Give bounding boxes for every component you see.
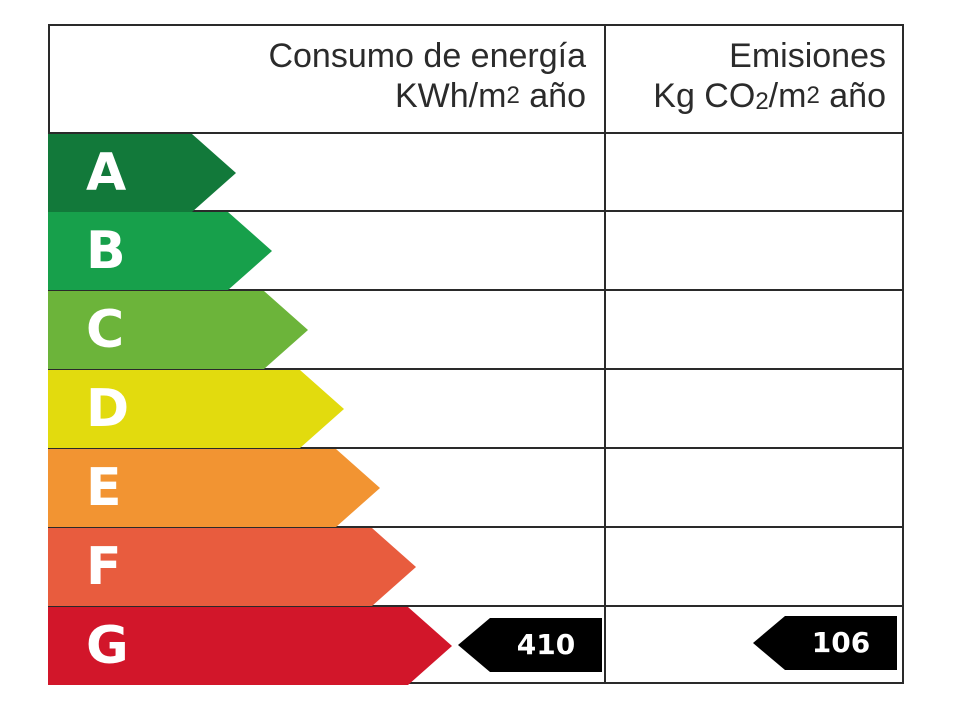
emissions-unit-sub: 2	[755, 88, 769, 115]
row-divider	[48, 210, 904, 212]
rating-letter: B	[86, 221, 126, 281]
rating-letter: D	[86, 379, 130, 439]
emissions-header-title: Emisiones	[729, 37, 886, 75]
energy-unit-text: KWh/m	[395, 77, 507, 115]
energy-rating-label: Consumo de energía KWh/m2 año Emisiones …	[48, 24, 904, 684]
rating-arrow-e: E	[48, 449, 380, 527]
row-divider	[48, 447, 904, 449]
rating-letter: A	[86, 143, 127, 203]
emissions-value: 106	[811, 626, 871, 659]
rating-arrow-a: A	[48, 134, 236, 212]
row-divider	[48, 132, 904, 134]
emissions-header: Emisiones Kg CO2/m2 año	[618, 36, 886, 116]
rating-arrow-f: F	[48, 528, 416, 606]
energy-value: 410	[516, 628, 576, 661]
rating-letter: G	[86, 616, 129, 676]
emissions-unit-sup: 2	[806, 82, 820, 109]
column-divider	[604, 24, 606, 684]
emissions-header-unit: Kg CO2/m2 año	[618, 76, 886, 116]
rating-arrow-d: D	[48, 370, 344, 448]
energy-unit-sup: 2	[506, 82, 520, 109]
emissions-unit-mid: /m	[768, 77, 807, 115]
row-divider	[48, 368, 904, 370]
rating-letter: F	[86, 537, 122, 597]
energy-header-title: Consumo de energía	[268, 37, 586, 75]
emissions-value-tag: 106	[753, 616, 897, 670]
energy-value-tag: 410	[458, 618, 602, 672]
row-divider	[48, 605, 904, 607]
rating-arrow-c: C	[48, 291, 308, 369]
rating-arrow-b: B	[48, 212, 272, 290]
energy-unit-suffix: año	[519, 77, 586, 115]
energy-header-unit: KWh/m2 año	[188, 76, 586, 116]
row-divider	[48, 526, 904, 528]
energy-consumption-header: Consumo de energía KWh/m2 año	[188, 36, 586, 116]
emissions-unit-suffix: año	[819, 77, 886, 115]
rating-arrow-g: G	[48, 607, 452, 685]
emissions-unit-text: Kg CO	[653, 77, 756, 115]
rating-letter: E	[86, 458, 122, 518]
row-divider	[48, 289, 904, 291]
rating-letter: C	[86, 300, 125, 360]
